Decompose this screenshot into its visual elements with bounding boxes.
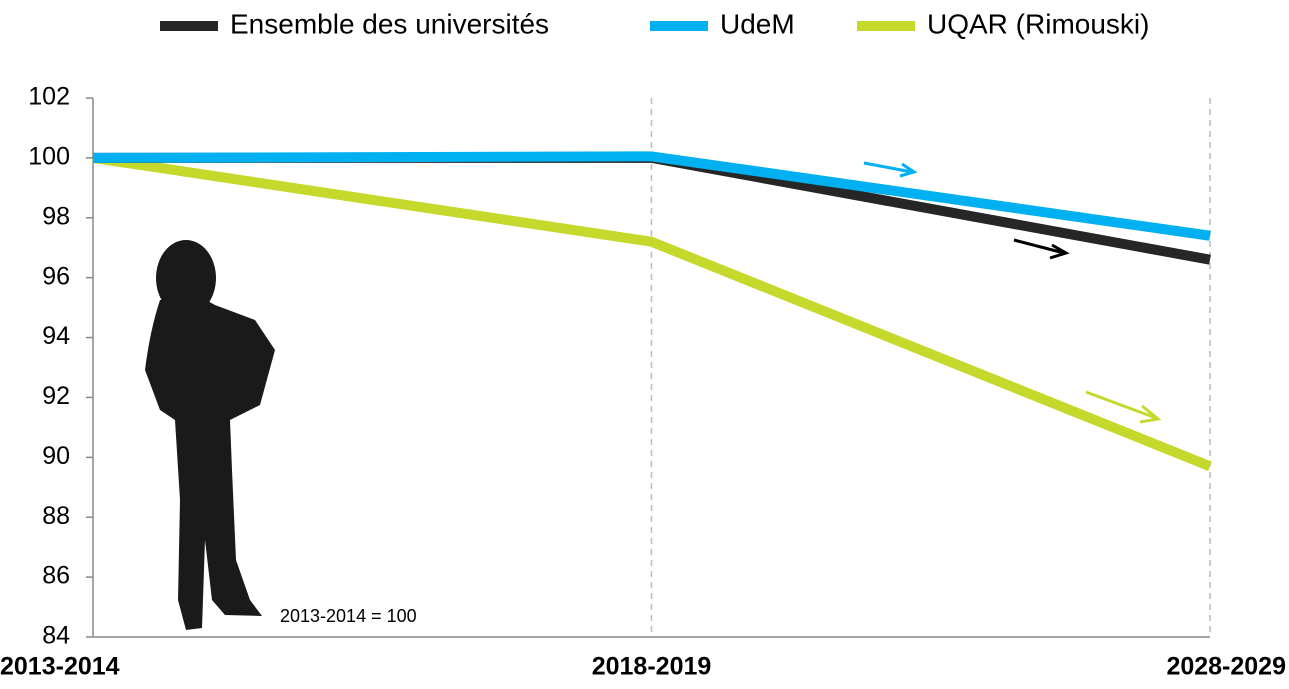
x-tick-label: 2028-2029 <box>1166 653 1286 681</box>
legend-label: Ensemble des universités <box>230 8 549 39</box>
legend-label: UQAR (Rimouski) <box>927 8 1149 39</box>
y-tick-label: 84 <box>42 622 70 650</box>
y-tick-label: 88 <box>42 502 70 530</box>
legend-swatch <box>650 21 708 31</box>
legend-swatch <box>857 21 915 31</box>
annotation: 2013-2014 = 100 <box>280 606 417 626</box>
y-tick-label: 96 <box>42 262 70 290</box>
y-tick-label: 90 <box>42 442 70 470</box>
y-tick-label: 100 <box>28 142 70 170</box>
x-tick-label: 2018-2019 <box>592 653 712 681</box>
y-tick-label: 98 <box>42 202 70 230</box>
y-tick-label: 92 <box>42 382 70 410</box>
x-tick-label: 2013-2014 <box>0 653 120 681</box>
y-tick-label: 94 <box>42 322 70 350</box>
y-tick-label: 86 <box>42 562 70 590</box>
silhouette <box>145 240 275 630</box>
legend-label: UdeM <box>720 8 795 39</box>
chart: 2013-2014 = 100 2013-2014 2018-2019 2028-2… <box>0 0 1289 689</box>
legend-swatch <box>160 21 218 31</box>
y-tick-label: 102 <box>28 83 70 111</box>
